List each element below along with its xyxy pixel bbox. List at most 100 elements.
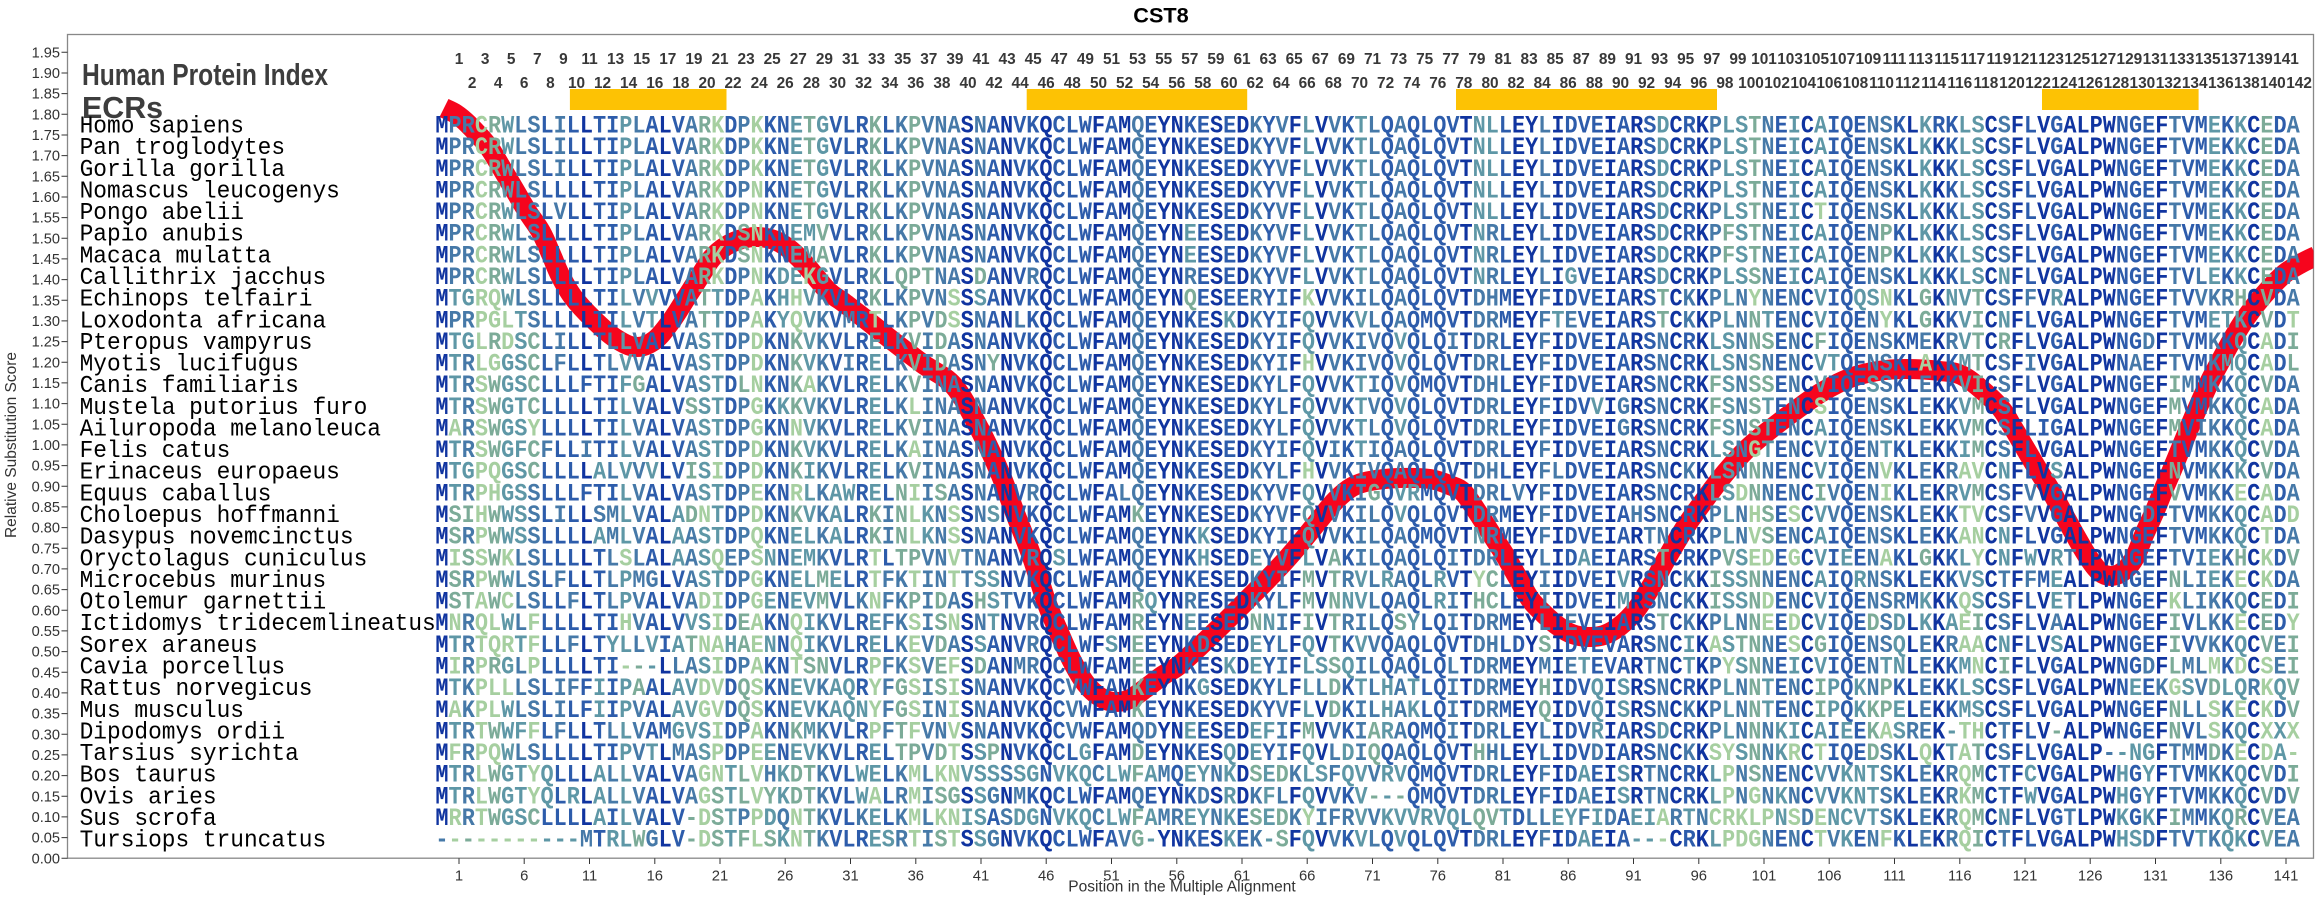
svg-text:0.95: 0.95: [32, 459, 60, 475]
svg-text:114: 114: [1921, 75, 1946, 92]
svg-text:1.10: 1.10: [32, 397, 60, 413]
svg-text:93: 93: [1651, 51, 1668, 68]
svg-text:15: 15: [633, 51, 651, 68]
svg-text:Bos taurus: Bos taurus: [80, 762, 217, 790]
svg-text:3: 3: [481, 51, 490, 68]
svg-text:MISSWKLSLLLLTLSLALAASQEPSNNEMK: MISSWKLSLLLLTLSLALAASQEPSNNEMKVLRTLTPVNV…: [435, 545, 2300, 574]
svg-text:MSRPWWSSLLLLAMLVALAASTDPQKNELK: MSRPWWSSLLLLAMLVALAASTDPQKNELKALRKINLKNS…: [435, 523, 2300, 552]
svg-text:141: 141: [2274, 869, 2299, 885]
svg-text:29: 29: [816, 51, 833, 68]
svg-text:0.30: 0.30: [32, 727, 60, 743]
svg-text:Mustela putorius furo: Mustela putorius furo: [80, 394, 368, 422]
svg-text:36: 36: [908, 869, 924, 885]
svg-text:99: 99: [1729, 51, 1746, 68]
svg-text:57: 57: [1181, 51, 1198, 68]
svg-text:131: 131: [2143, 51, 2169, 68]
svg-text:1: 1: [455, 869, 463, 885]
svg-text:0.60: 0.60: [32, 603, 60, 619]
svg-text:Microcebus murinus: Microcebus murinus: [80, 567, 327, 595]
svg-text:1.75: 1.75: [32, 128, 60, 144]
svg-text:MPRCRWLSLVLLTIPLALVARKDPNKNETG: MPRCRWLSLVLLTIPLALVARKDPNKNETGVLRKLKPVNA…: [435, 199, 2300, 228]
svg-text:106: 106: [1817, 869, 1842, 885]
svg-text:MTKPLLLSLIFFIIPAALAVDVDQSKNEVK: MTKPLLLSLIFFIIPAALAVDVDQSKNEVKAQRYFGSISI…: [435, 675, 2300, 704]
svg-text:131: 131: [2143, 869, 2168, 885]
svg-text:77: 77: [1442, 51, 1459, 68]
svg-text:123: 123: [2038, 51, 2064, 68]
svg-text:Sus scrofa: Sus scrofa: [80, 805, 217, 833]
svg-text:Rattus norvegicus: Rattus norvegicus: [80, 676, 313, 704]
svg-text:Myotis lucifugus: Myotis lucifugus: [80, 351, 299, 379]
svg-text:Macaca mulatta: Macaca mulatta: [80, 243, 272, 271]
svg-text:91: 91: [1625, 51, 1643, 68]
svg-text:17: 17: [659, 51, 676, 68]
svg-text:64: 64: [1273, 75, 1291, 92]
svg-text:1.95: 1.95: [32, 45, 60, 61]
svg-text:MPRCRWLSLLLLTIPLALVARKDSNKNEMV: MPRCRWLSLLLLTIPLALVARKDSNKNEMVVLRKLKPVNA…: [435, 220, 2300, 249]
svg-text:MTRLGGSCLFLLTLVVALVASTDPDKNKVK: MTRLGGSCLFLLTLVVALVASTDPDKNKVKVIRELKVIDA…: [435, 350, 2299, 379]
svg-text:116: 116: [1948, 869, 1972, 885]
svg-text:139: 139: [2247, 51, 2273, 68]
svg-text:86: 86: [1560, 75, 1577, 92]
svg-text:MPRPGLTSLLLLTILVTLVATTDPAKYQVK: MPRPGLTSLLLLTILVTLVATTDPAKYQVKVMRTLKPVDS…: [435, 307, 2299, 336]
svg-text:45: 45: [1025, 51, 1043, 68]
svg-text:MTGRQWLSLLLLTILVVVVATTDPAKHHVK: MTGRQWLSLLLLTILVVVVATTDPAKHHVKVLRKLKPVNS…: [435, 285, 2300, 314]
svg-text:10: 10: [568, 75, 585, 92]
svg-text:80: 80: [1481, 75, 1498, 92]
svg-text:102: 102: [1764, 75, 1790, 92]
svg-text:19: 19: [685, 51, 702, 68]
svg-text:97: 97: [1703, 51, 1720, 68]
svg-text:56: 56: [1168, 75, 1185, 92]
svg-text:MPRCRWLSLLLLTIPLALVARKDSNKNEMA: MPRCRWLSLLLLTIPLALVARKDSNKNEMAVLRKLKPVNA…: [435, 242, 2300, 271]
svg-text:MPRCRWLSLILLTIPLALVARKDPKKNETG: MPRCRWLSLILLTIPLALVARKDPKKNETGVLRKLKPVNA…: [435, 155, 2300, 184]
svg-text:5: 5: [507, 51, 516, 68]
svg-text:MSIHWWSSLILLSMLVALADNTDPDKNKVK: MSIHWWSSLILLSMLVALADNTDPDKNKVKALRKINLKNS…: [435, 502, 2299, 531]
svg-text:0.00: 0.00: [32, 851, 60, 867]
svg-text:16: 16: [647, 869, 663, 885]
svg-text:67: 67: [1312, 51, 1329, 68]
svg-text:1: 1: [455, 51, 464, 68]
svg-text:76: 76: [1429, 75, 1446, 92]
svg-text:62: 62: [1247, 75, 1264, 92]
svg-text:118: 118: [1973, 75, 1998, 92]
svg-text:6: 6: [520, 75, 529, 92]
svg-text:113: 113: [1908, 51, 1933, 68]
svg-text:81: 81: [1495, 869, 1511, 885]
svg-text:106: 106: [1816, 75, 1842, 92]
svg-text:112: 112: [1895, 75, 1920, 92]
svg-text:132: 132: [2156, 75, 2182, 92]
svg-text:39: 39: [946, 51, 963, 68]
svg-text:56: 56: [1169, 869, 1185, 885]
svg-text:42: 42: [986, 75, 1003, 92]
svg-text:111: 111: [1883, 51, 1907, 68]
svg-text:60: 60: [1220, 75, 1237, 92]
svg-text:0.25: 0.25: [32, 748, 60, 764]
svg-text:0.75: 0.75: [32, 541, 60, 557]
svg-text:9: 9: [559, 51, 568, 68]
svg-text:116: 116: [1947, 75, 1972, 92]
svg-text:13: 13: [607, 51, 624, 68]
svg-text:MSTAWCLSLLFLTLPVALVADIDPGENEVM: MSTAWCLSLLFLTLPVALVADIDPGENEVMVLKNFKPIDA…: [435, 588, 2299, 617]
svg-text:31: 31: [842, 51, 860, 68]
svg-text:48: 48: [1064, 75, 1082, 92]
svg-text:0.35: 0.35: [32, 707, 60, 723]
svg-text:Gorilla gorilla: Gorilla gorilla: [80, 156, 285, 184]
svg-text:16: 16: [646, 75, 663, 92]
svg-text:90: 90: [1612, 75, 1629, 92]
svg-text:101: 101: [1752, 869, 1777, 885]
svg-text:115: 115: [1934, 51, 1959, 68]
svg-text:61: 61: [1233, 51, 1251, 68]
svg-text:Ovis aries: Ovis aries: [80, 784, 217, 812]
svg-text:46: 46: [1038, 75, 1055, 92]
svg-text:100: 100: [1738, 75, 1764, 92]
svg-text:MPRCRWLSLILLTIPLALVARKDPKKNETG: MPRCRWLSLILLTIPLALVARKDPKKNETGVLRKLKPVNA…: [435, 134, 2300, 163]
svg-text:MTRLWGTYQLLLALLVALVAGNTLVHKDTK: MTRLWGTYQLLLALLVALVAGNTLVHKDTKVLWELKMLKN…: [435, 761, 2299, 790]
svg-text:98: 98: [1716, 75, 1734, 92]
svg-text:1.05: 1.05: [32, 417, 60, 433]
svg-text:0.05: 0.05: [32, 831, 60, 847]
svg-text:43: 43: [999, 51, 1016, 68]
svg-text:ECRs: ECRs: [82, 91, 163, 125]
svg-text:8: 8: [546, 75, 555, 92]
svg-text:1.65: 1.65: [32, 169, 60, 185]
svg-text:Erinaceus europaeus: Erinaceus europaeus: [80, 459, 340, 487]
svg-text:0.90: 0.90: [32, 479, 60, 495]
